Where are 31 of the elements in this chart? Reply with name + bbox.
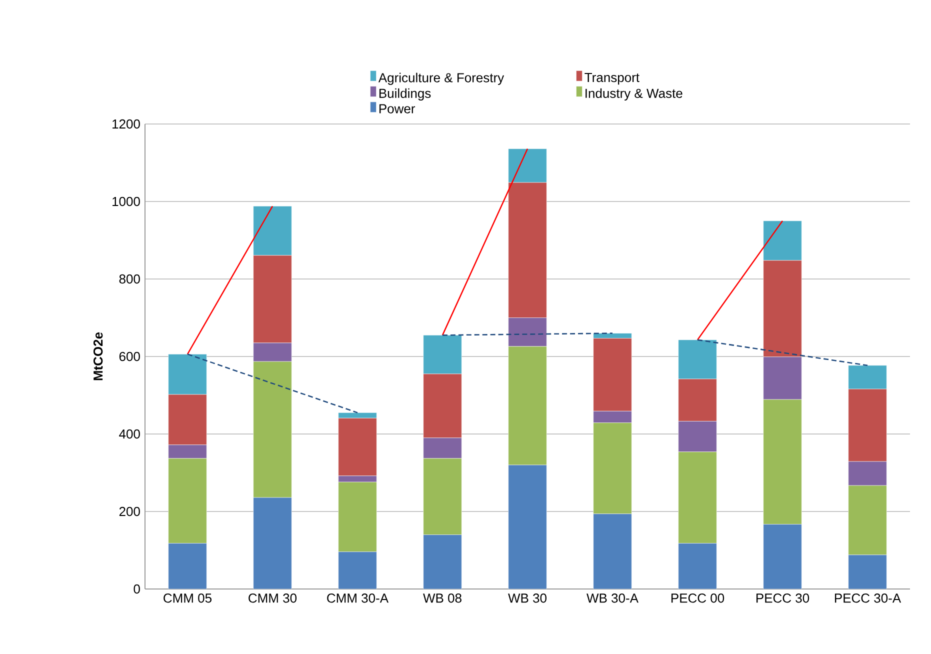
bar — [678, 543, 717, 589]
bar — [593, 514, 632, 589]
x-tick-label: WB 08 — [423, 594, 462, 603]
y-tick-label: 1200 — [112, 119, 140, 129]
legend-label: Agriculture & Forestry — [378, 72, 504, 85]
bar — [253, 497, 292, 589]
x-tick-label: CMM 30 — [248, 594, 297, 603]
x-tick-label: CMM 05 — [164, 594, 212, 603]
bar — [763, 524, 802, 589]
y-axis-title: MtCO2e — [93, 332, 103, 380]
legend-label: Buildings — [379, 88, 431, 101]
x-tick-label: CMM 30-A — [327, 594, 389, 603]
y-tick-label: 600 — [119, 352, 140, 362]
y-tick-label: 0 — [134, 584, 140, 594]
bar — [168, 543, 207, 589]
x-tick-label: WB 30-A — [586, 594, 638, 603]
legend-label: Industry & Waste — [586, 88, 682, 101]
x-tick-label: PECC 30-A — [834, 594, 902, 603]
y-tick-label: 200 — [119, 506, 140, 516]
legend-label: Power — [379, 104, 416, 114]
bar — [338, 552, 377, 589]
legend-label: Transport — [584, 73, 640, 85]
x-tick-label: WB 30 — [508, 594, 546, 603]
y-tick-label: 1000 — [112, 196, 140, 206]
bar — [423, 534, 462, 589]
y-tick-label: 800 — [119, 274, 140, 284]
bar — [848, 554, 887, 589]
x-tick-label: PECC 00 — [671, 594, 724, 603]
bar — [508, 464, 547, 589]
x-tick-label: PECC 30 — [756, 594, 810, 603]
y-tick-label: 400 — [119, 429, 140, 439]
